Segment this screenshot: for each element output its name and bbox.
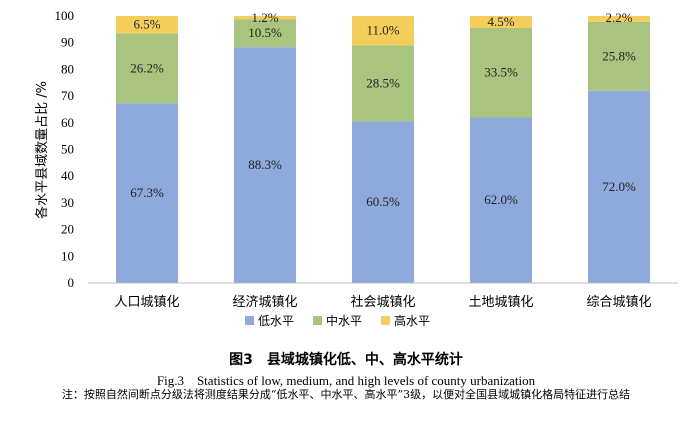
- x-tick-label: 社会城镇化: [350, 294, 415, 310]
- y-tick-label: 50: [61, 142, 74, 157]
- x-tick-label: 土地城镇化: [468, 295, 533, 310]
- bar-segment: [588, 90, 650, 283]
- figure-note: 注：按照自然间断点分级法将测度结果分成“低水平、中水平、高水平”3级，以便对全国…: [61, 388, 631, 401]
- y-tick-labels: 0 10 20 30 40 50 60 70 80 90 100: [55, 8, 75, 290]
- legend: 低水平 中水平 高水平: [245, 313, 430, 328]
- x-tick-label: 经济城镇化: [232, 295, 297, 310]
- bar-segment: [116, 33, 178, 104]
- data-label: 11.0%: [366, 23, 399, 38]
- legend-label: 中水平: [326, 313, 362, 328]
- bar-segment: [234, 16, 296, 20]
- legend-label: 低水平: [258, 314, 294, 328]
- bar-segment: [234, 19, 296, 48]
- bar-segment: [588, 21, 650, 91]
- legend-swatch: [381, 316, 390, 325]
- bar-segment: [352, 45, 414, 122]
- data-labels: 67.3% 26.2% 6.5% 88.3% 10.5%1.2% 60.5% 28.5% 11…: [130, 10, 636, 209]
- x-tick-labels: 人口城镇化 经济城镇化 社会城镇化 土地城镇化 综合城镇化: [114, 294, 651, 310]
- data-label: 25.8%: [602, 48, 636, 63]
- y-tick-label: 40: [61, 168, 74, 183]
- y-tick-label: 0: [68, 275, 75, 290]
- data-label: 62.0%: [484, 192, 518, 207]
- legend-swatch: [313, 316, 322, 325]
- bar-segment: [116, 103, 178, 284]
- data-label: 4.5%: [487, 14, 514, 29]
- bar-segment: [588, 16, 650, 22]
- bar-segment: [470, 117, 532, 284]
- y-tick-label: 90: [61, 35, 74, 50]
- data-label: 33.5%: [484, 65, 518, 80]
- bar-segment: [352, 121, 414, 283]
- data-label: 2.2%: [605, 10, 632, 25]
- y-tick-label: 20: [61, 222, 74, 237]
- bar-segment: [470, 16, 532, 29]
- y-tick-label: 60: [61, 115, 74, 130]
- figure-caption-en: Fig.3 Statistics of low, medium, and hig…: [156, 373, 536, 388]
- stacked-bar-chart: 0 10 20 30 40 50 60 70 80 90 100 人口城镇化 经济城镇化 社会城镇化 土地…: [34, 8, 678, 328]
- y-tick-label: 100: [55, 8, 75, 23]
- x-tick-label: 人口城镇化: [114, 295, 179, 310]
- bar-segment: [470, 28, 532, 118]
- y-axis-title: 各水平县域数量占比 /%: [34, 81, 50, 219]
- data-label: 60.5%: [366, 194, 400, 209]
- data-label: 67.3%: [130, 185, 164, 200]
- bar-segment: [352, 16, 414, 46]
- legend-swatch: [245, 316, 254, 325]
- legend-label: 高水平: [394, 313, 430, 328]
- y-tick-label: 80: [61, 61, 74, 76]
- x-tick-label: 综合城镇化: [586, 295, 651, 310]
- data-label: 1.2%: [251, 10, 278, 25]
- data-label: 26.2%: [130, 60, 164, 75]
- data-label: 72.0%: [602, 179, 636, 194]
- bar-segment: [116, 16, 178, 34]
- bars-layer: [116, 16, 650, 284]
- figure-caption-zh: 图3 县域城镇化低、中、高水平统计: [229, 352, 463, 368]
- data-label: 10.5%: [248, 25, 282, 40]
- y-tick-label: 30: [61, 195, 74, 210]
- data-label: 88.3%: [248, 157, 282, 172]
- data-label: 6.5%: [133, 17, 160, 32]
- y-tick-label: 10: [61, 248, 74, 263]
- bar-segment: [234, 47, 296, 283]
- y-tick-label: 70: [61, 88, 74, 103]
- data-label: 28.5%: [366, 75, 400, 90]
